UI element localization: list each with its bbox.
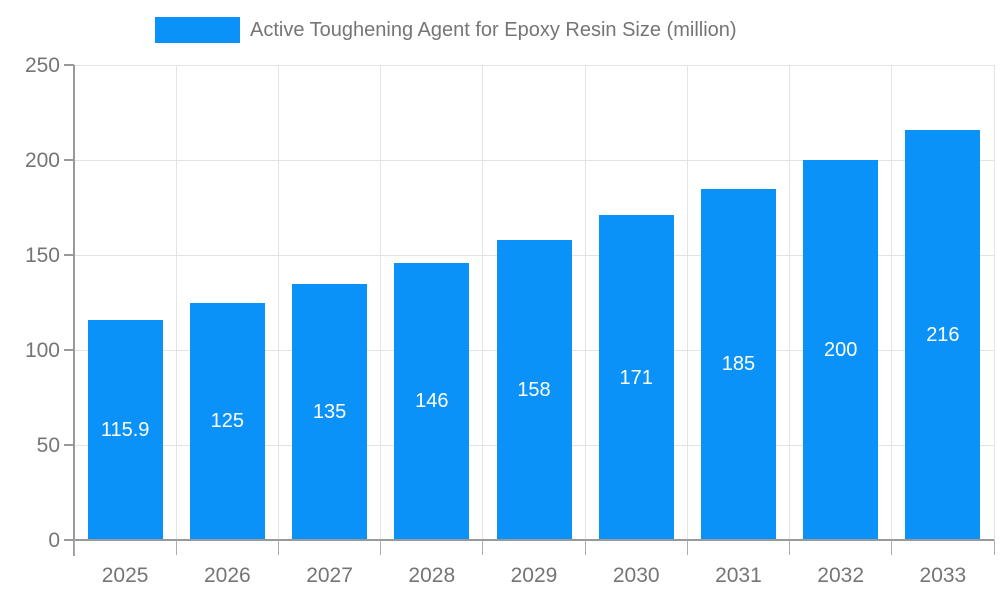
y-axis-tick — [64, 254, 74, 256]
bar-value-label: 216 — [926, 323, 960, 346]
y-axis-tick — [64, 539, 74, 541]
x-axis-tick — [277, 540, 279, 555]
y-axis-tick-label: 200 — [24, 148, 60, 172]
bar-value-label: 135 — [312, 400, 347, 423]
x-axis-tick — [380, 540, 382, 555]
x-axis-tick — [993, 540, 995, 555]
gridline-vertical — [277, 65, 279, 540]
x-axis-tick — [482, 540, 484, 555]
bar-2029[interactable] — [496, 239, 572, 540]
y-axis-tick-label: 100 — [24, 338, 60, 362]
bar-value-label: 158 — [517, 378, 551, 401]
gridline-vertical — [686, 65, 688, 540]
y-axis-tick — [64, 64, 74, 66]
x-axis-tick-label: 2032 — [817, 564, 865, 587]
bar-2032[interactable] — [803, 160, 879, 540]
gridline-vertical — [584, 65, 586, 540]
x-axis-tick-label: 2025 — [101, 564, 149, 587]
y-axis-tick — [64, 444, 74, 446]
x-axis-tick — [789, 540, 791, 555]
x-axis-tick — [73, 540, 75, 555]
y-axis-tick-label: 250 — [24, 53, 60, 77]
gridline-vertical — [380, 65, 382, 540]
gridline-vertical — [175, 65, 177, 540]
y-axis-tick — [64, 159, 74, 161]
gridline-vertical — [993, 65, 995, 540]
bar-value-label: 115.9 — [100, 418, 150, 441]
x-axis-tick-label: 2031 — [715, 564, 762, 587]
bar-value-label: 146 — [415, 390, 449, 413]
bar-value-label: 125 — [210, 410, 245, 433]
x-axis-tick — [175, 540, 177, 555]
y-axis-tick-label: 0 — [48, 528, 60, 552]
y-axis-line — [73, 65, 75, 556]
x-axis-tick-label: 2029 — [510, 564, 558, 587]
x-axis-tick — [584, 540, 586, 555]
bar-2033[interactable] — [905, 129, 981, 540]
bar-2031[interactable] — [700, 188, 776, 540]
y-axis-tick — [64, 349, 74, 351]
x-axis-tick — [686, 540, 688, 555]
bar-2026[interactable] — [189, 302, 265, 540]
gridline-horizontal — [74, 64, 994, 66]
gridline-vertical — [891, 65, 893, 540]
x-axis-line — [64, 539, 994, 541]
gridline-horizontal — [74, 159, 994, 161]
gridline-vertical — [482, 65, 484, 540]
bar-2030[interactable] — [598, 215, 674, 540]
bar-2027[interactable] — [292, 283, 368, 540]
x-axis-tick-label: 2030 — [612, 564, 660, 587]
bar-value-label: 171 — [619, 366, 653, 389]
bar-2025[interactable] — [87, 319, 163, 540]
legend-swatch — [155, 17, 240, 43]
bar-value-label: 185 — [721, 353, 756, 376]
x-axis-tick-label: 2026 — [203, 564, 251, 587]
x-axis-tick-label: 2028 — [408, 564, 456, 587]
x-axis-tick-label: 2027 — [306, 564, 353, 587]
y-axis-tick-label: 150 — [24, 243, 60, 267]
bar-value-label: 200 — [823, 339, 858, 361]
legend-label: Active Toughening Agent for Epoxy Resin … — [250, 18, 737, 41]
bar-2028[interactable] — [394, 262, 470, 540]
x-axis-tick-label: 2033 — [919, 564, 967, 587]
x-axis-tick — [891, 540, 893, 555]
legend-item[interactable]: Active Toughening Agent for Epoxy Resin … — [155, 17, 737, 43]
y-axis-tick-label: 50 — [36, 433, 60, 457]
gridline-vertical — [789, 65, 791, 540]
